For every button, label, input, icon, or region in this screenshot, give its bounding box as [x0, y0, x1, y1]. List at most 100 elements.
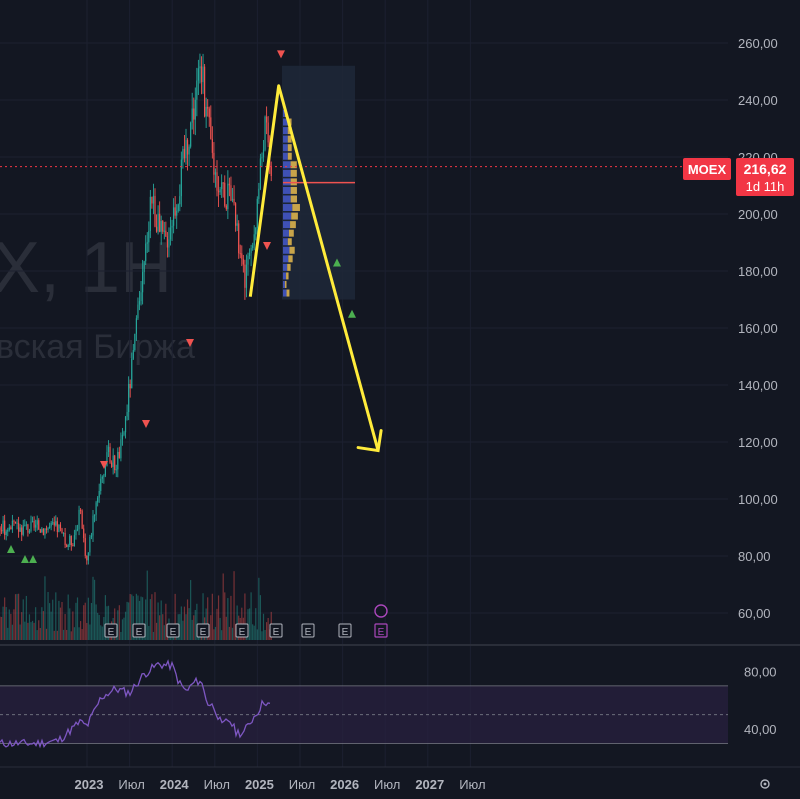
candle-body [4, 520, 6, 535]
candle-body [137, 304, 139, 319]
volume-profile-bar [283, 212, 292, 220]
candle-body [36, 520, 38, 525]
volume-bar [228, 626, 230, 640]
volume-bar [27, 622, 29, 640]
volume-profile-bar [283, 263, 288, 271]
candle-body [25, 524, 27, 526]
earnings-event-marker[interactable] [104, 623, 118, 638]
volume-bar [132, 596, 134, 640]
volume-profile-bar [290, 178, 297, 186]
candle-body [247, 256, 249, 265]
projection-line[interactable] [248, 84, 380, 451]
candle-body [224, 182, 226, 206]
candle-body [107, 446, 110, 453]
price-axis[interactable]: 260,00240,00220,00200,00180,00160,00140,… [738, 36, 778, 621]
candle-body [100, 478, 102, 491]
candle-body [248, 252, 251, 257]
rsi-pane [0, 659, 728, 749]
candle-body [21, 527, 23, 535]
candle-body [221, 182, 223, 190]
candle-body [95, 502, 97, 515]
candle-body [143, 261, 145, 273]
candle-body [128, 383, 130, 413]
candle-body [250, 248, 252, 253]
earnings-event-marker[interactable] [235, 623, 249, 638]
earnings-event-label: E [136, 627, 143, 638]
rsi-axis[interactable]: 80,00 40,00 [744, 665, 777, 738]
candle-body [211, 138, 213, 153]
candle-body [59, 524, 62, 529]
volume-bar [98, 614, 100, 640]
candle-body [7, 529, 9, 532]
candle-body [252, 245, 254, 249]
volume-bar [22, 599, 24, 640]
candle-body [165, 230, 167, 237]
volume-profile-bar [283, 127, 288, 135]
volume-bar [202, 593, 204, 640]
earnings-event-marker[interactable] [301, 623, 315, 638]
volume-bar [33, 622, 35, 640]
candle-body [61, 528, 63, 534]
volume-bar [157, 602, 159, 640]
volume-bar [97, 612, 99, 640]
earnings-event-marker[interactable] [338, 623, 352, 638]
settings-gear-icon[interactable] [760, 779, 770, 789]
candle-body [83, 528, 85, 539]
earnings-event-label: E [342, 627, 349, 638]
volume-bar [64, 614, 66, 640]
volume-bar [83, 605, 85, 640]
candle-body [123, 432, 125, 435]
volume-bar [36, 630, 38, 640]
volume-bars [0, 570, 272, 640]
candle-body [87, 552, 89, 561]
volume-profile-bar [290, 161, 297, 169]
volume-bar [0, 616, 1, 640]
candle-body [114, 455, 116, 471]
price-tick-label: 60,00 [738, 606, 771, 621]
volume-profile-bar [283, 178, 291, 186]
upcoming-earnings-marker[interactable] [374, 623, 388, 638]
time-axis[interactable]: 2023 Июл 2024 Июл 2025 Июл 2026 Июл 2027 Июл [75, 777, 486, 792]
candle-body [86, 555, 88, 561]
candle-body [219, 189, 221, 193]
volume-bar [221, 630, 223, 640]
candle-body [47, 528, 49, 531]
volume-profile-bar [287, 238, 292, 246]
volume-profile-bar [283, 169, 291, 177]
flash-event-icon[interactable] [374, 604, 388, 618]
candle-body [261, 157, 263, 159]
volume-bar [30, 622, 32, 640]
candle-body [41, 528, 43, 533]
earnings-event-marker[interactable] [269, 623, 283, 638]
candle-body [239, 253, 241, 255]
earnings-event-label: E [108, 627, 115, 638]
candle-body [35, 524, 37, 528]
volume-bar [155, 622, 158, 640]
volume-profile-bar [283, 246, 290, 254]
earnings-event-label: E [170, 627, 177, 638]
volume-bar [210, 615, 212, 640]
time-tick-label: 2023 [75, 777, 104, 792]
candle-body [205, 106, 207, 117]
watermark-exchange: вская Биржа [0, 328, 195, 366]
candle-body [84, 538, 86, 556]
volume-bar [7, 627, 9, 640]
volume-bar [162, 614, 164, 640]
volume-bar [262, 613, 265, 640]
candle-body [214, 172, 217, 175]
volume-bar [8, 609, 10, 640]
time-tick-label: 2026 [330, 777, 359, 792]
earnings-event-marker[interactable] [132, 623, 146, 638]
earnings-event-marker[interactable] [196, 623, 210, 638]
candle-body [115, 469, 117, 471]
earnings-event-marker[interactable] [166, 623, 180, 638]
candle-body [228, 183, 230, 186]
candle-body [67, 545, 69, 547]
candle-body [169, 227, 172, 240]
candle-body [50, 522, 52, 527]
candle-body [81, 510, 83, 529]
volume-bar [123, 617, 125, 640]
candle-body [258, 188, 260, 199]
candle-body [202, 66, 204, 83]
